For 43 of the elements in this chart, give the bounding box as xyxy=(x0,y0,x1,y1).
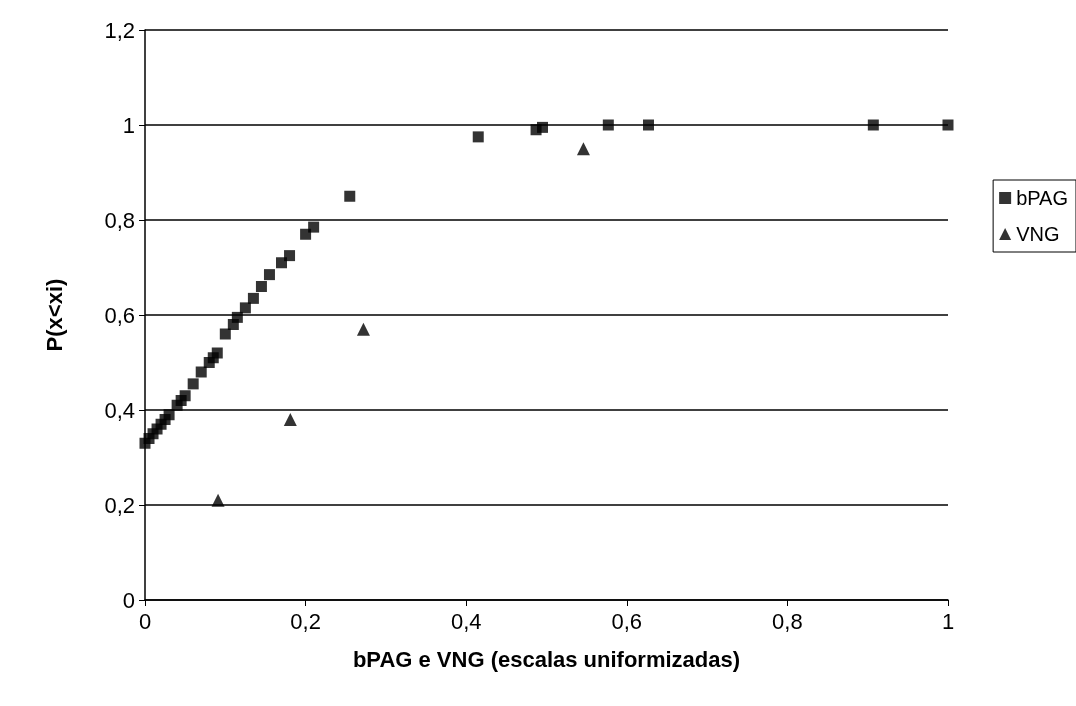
point xyxy=(179,390,191,402)
y-axis-title: P(x<xi) xyxy=(41,278,67,352)
x-tick-label: 0,2 xyxy=(290,608,321,634)
point xyxy=(300,228,312,240)
point xyxy=(263,269,275,281)
legend-label: VNG xyxy=(1016,223,1060,245)
point xyxy=(344,190,356,202)
point xyxy=(942,119,954,131)
x-tick-label: 1 xyxy=(941,608,955,634)
y-tick-label: 0,6 xyxy=(104,302,135,328)
point xyxy=(219,328,231,340)
x-axis-title: bPAG e VNG (escalas uniformizadas) xyxy=(352,646,741,672)
point xyxy=(255,281,267,292)
point xyxy=(642,119,654,131)
point xyxy=(602,119,614,131)
point xyxy=(211,347,223,359)
point xyxy=(356,322,370,336)
y-tick-label: 0,2 xyxy=(104,492,135,518)
point xyxy=(239,302,251,314)
point xyxy=(283,413,297,426)
point xyxy=(276,257,288,269)
legend-label: bPAG xyxy=(1016,187,1068,209)
point xyxy=(284,250,296,262)
y-tick-label: 0,8 xyxy=(104,207,135,233)
y-tick-label: 0,4 xyxy=(104,397,135,423)
point xyxy=(195,366,207,378)
y-tick-label: 1 xyxy=(122,112,135,138)
point xyxy=(247,292,259,304)
x-tick-label: 0,6 xyxy=(611,608,643,634)
y-tick-label: 1,2 xyxy=(104,17,135,43)
point xyxy=(308,221,320,233)
x-tick-label: 0,4 xyxy=(450,608,482,634)
point xyxy=(867,119,879,131)
x-tick-label: 0 xyxy=(138,608,152,634)
point xyxy=(187,378,199,390)
point xyxy=(472,131,484,143)
point xyxy=(231,311,243,323)
point xyxy=(163,409,175,421)
point xyxy=(211,493,225,507)
x-tick-label: 0,8 xyxy=(772,608,803,634)
y-tick-label: 0 xyxy=(122,587,135,613)
point xyxy=(536,121,548,133)
point xyxy=(576,142,590,156)
